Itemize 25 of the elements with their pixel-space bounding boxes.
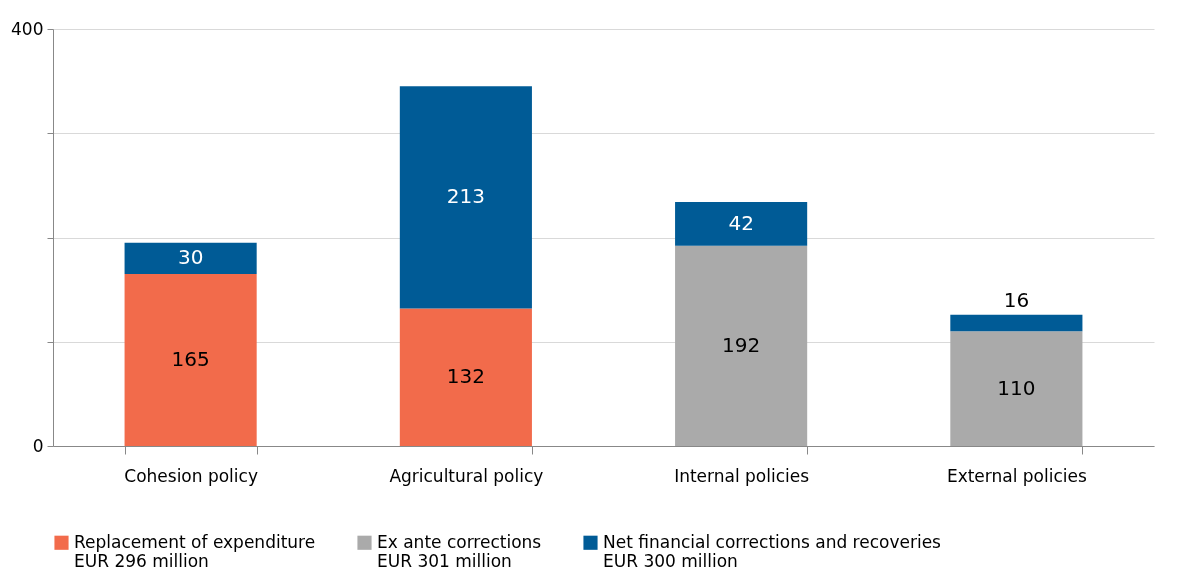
data-label: 42 <box>728 210 754 235</box>
bar <box>675 202 808 246</box>
bar <box>950 331 1083 446</box>
data-label: 110 <box>997 375 1036 400</box>
data-label: 165 <box>171 346 210 371</box>
bar <box>124 242 257 274</box>
x-tick-label: Cohesion policy <box>124 465 258 486</box>
y-tick-label: 0 <box>32 435 44 456</box>
data-label: 30 <box>177 245 204 270</box>
x-tick-label: Internal policies <box>674 465 810 486</box>
bar <box>950 314 1083 332</box>
y-tick-label: 400 <box>11 18 44 39</box>
x-tick-label: External policies <box>946 465 1087 486</box>
data-label: 132 <box>446 364 485 389</box>
bar <box>399 86 532 309</box>
legend-label: Replacement of expenditure EUR 296 million <box>74 531 316 571</box>
data-label: 192 <box>722 332 761 357</box>
bar <box>124 273 257 446</box>
x-tick-label: Agricultural policy <box>389 465 544 486</box>
data-label: 16 <box>1003 287 1030 312</box>
data-label: 213 <box>446 184 485 209</box>
bar <box>399 308 532 446</box>
legend-label: Ex ante corrections EUR 301 million <box>377 531 542 571</box>
bar <box>675 245 808 446</box>
legend-label: Net financial corrections and recoveries EUR 300 million <box>603 531 942 571</box>
